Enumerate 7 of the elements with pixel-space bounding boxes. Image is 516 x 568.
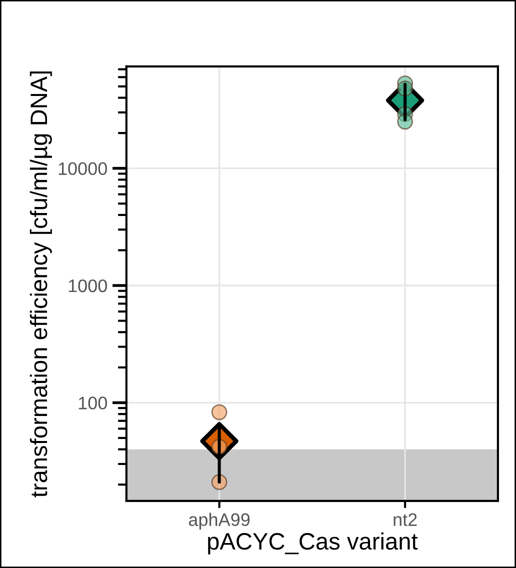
x-tick-label: nt2 [394,513,417,526]
x-tick-label: aphA99 [188,512,250,530]
y-tick-label: 10000 [58,162,107,176]
y-tick-label: 100 [78,396,107,410]
x-axis-title: pACYC_Cas variant [208,532,418,554]
y-axis-title: transformation efficiency [cfu/ml/µg DNA] [30,71,52,498]
y-tick-label: 1000 [68,279,107,292]
